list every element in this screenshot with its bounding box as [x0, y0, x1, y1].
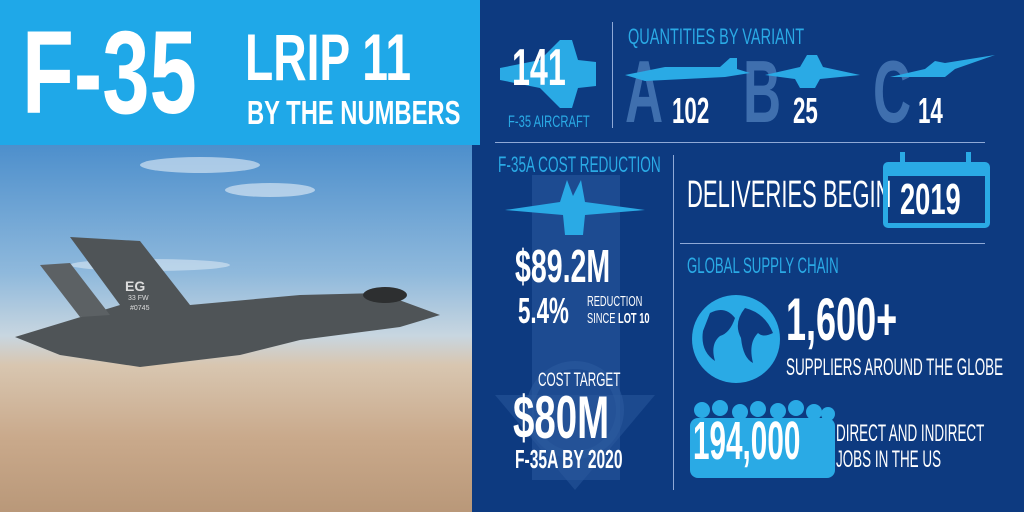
tail-wing: 33 FW: [128, 295, 149, 302]
variant-c-letter: C: [873, 42, 912, 141]
variants-title: QUANTITIES BY VARIANT: [628, 24, 805, 49]
divider: [612, 22, 613, 128]
people-icon: [690, 400, 835, 478]
title-banner: F-35 LRIP 11 BY THE NUMBERS: [0, 0, 480, 145]
divider: [495, 142, 985, 143]
target-background: [495, 361, 655, 490]
tail-code: EG: [125, 278, 146, 294]
total-aircraft: 141: [512, 39, 566, 97]
cost-target-sub: F-35A BY 2020: [515, 444, 623, 474]
supply-jobs: 194,000: [693, 411, 801, 471]
jet-topview-icon: [500, 40, 596, 108]
title-f35: F-35: [22, 7, 197, 139]
supply-title: GLOBAL SUPPLY CHAIN: [687, 253, 839, 278]
variant-b-qty: 25: [793, 90, 818, 131]
calendar-icon: [883, 162, 990, 228]
variant-c-qty: 14: [918, 90, 943, 131]
tail-serial: #0745: [130, 305, 150, 312]
supply-jobs-label-2: JOBS IN THE US: [836, 446, 942, 473]
deliveries-year: 2019: [900, 175, 961, 224]
calendar-ring: [966, 152, 971, 168]
cost-pct-since: SINCE: [587, 310, 616, 327]
cost-target: $80M: [513, 384, 610, 451]
cost-title: F-35A COST REDUCTION: [498, 152, 661, 177]
cost-price: $89.2M: [515, 240, 611, 292]
supply-jobs-label-1: DIRECT AND INDIRECT: [836, 420, 985, 447]
jet-front-icon: [505, 180, 645, 235]
calendar-ring: [900, 152, 905, 168]
cost-pct-lot: LOT 10: [618, 310, 650, 327]
jet-image: [15, 157, 440, 367]
variant-a-qty: 102: [672, 90, 710, 131]
divider: [680, 243, 985, 244]
divider: [673, 155, 674, 490]
f35-photo: EG 33 FW #0745: [0, 145, 472, 512]
title-subtitle: BY THE NUMBERS: [247, 94, 461, 131]
cost-pct: 5.4%: [518, 290, 569, 331]
globe-icon: [692, 295, 780, 383]
supply-suppliers: 1,600+: [786, 286, 898, 353]
total-label: F-35 AIRCRAFT: [508, 112, 590, 131]
supply-suppliers-label: SUPPLIERS AROUND THE GLOBE: [786, 354, 1004, 381]
variant-jets-icon: [625, 55, 995, 88]
variant-a-letter: A: [625, 42, 664, 141]
variant-b-letter: B: [743, 42, 782, 141]
title-lrip: LRIP 11: [245, 20, 412, 94]
cost-pct-label: REDUCTION: [587, 293, 643, 310]
cost-target-label: COST TARGET: [538, 370, 621, 391]
deliveries-label: DELIVERIES BEGIN: [687, 174, 892, 216]
